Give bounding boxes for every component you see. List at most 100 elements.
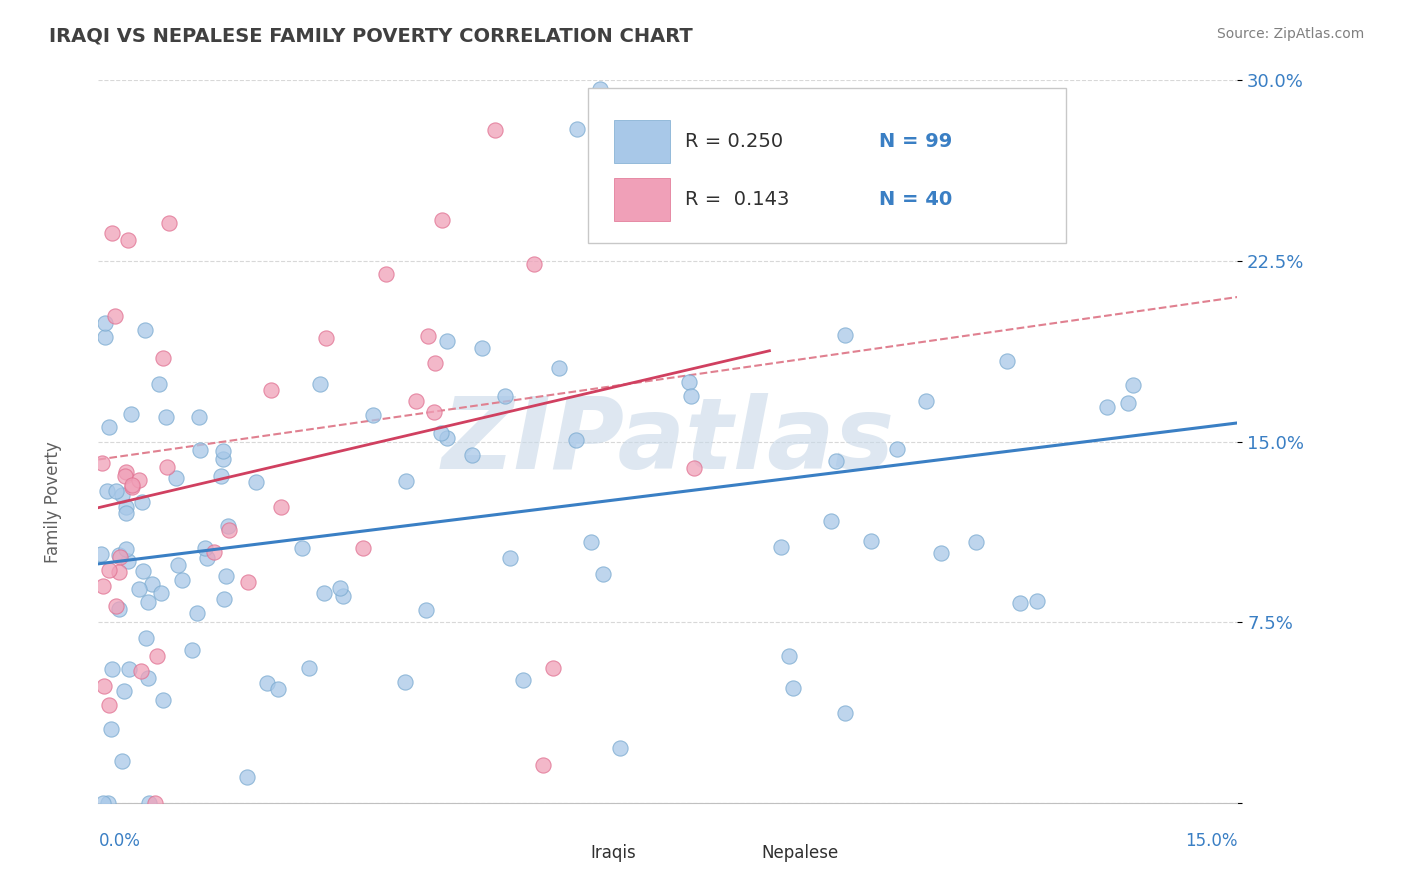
Point	[405, 393, 427, 408]
Point	[860, 533, 883, 548]
Point	[152, 692, 174, 706]
Point	[329, 581, 352, 595]
Point	[588, 82, 610, 96]
Point	[94, 330, 117, 344]
Point	[416, 329, 439, 343]
Point	[859, 224, 882, 238]
Point	[1008, 595, 1031, 609]
Point	[187, 409, 209, 424]
Point	[108, 548, 131, 562]
Point	[1026, 594, 1049, 608]
Text: Iraqis: Iraqis	[591, 845, 636, 863]
Point	[141, 577, 163, 591]
Point	[430, 213, 453, 227]
Point	[188, 442, 211, 457]
Point	[90, 547, 112, 561]
Point	[115, 500, 138, 515]
Point	[548, 361, 571, 376]
Point	[886, 442, 908, 457]
Point	[98, 563, 121, 577]
Point	[291, 541, 314, 555]
FancyBboxPatch shape	[614, 178, 671, 221]
Point	[136, 594, 159, 608]
Point	[259, 383, 281, 397]
Point	[834, 706, 856, 720]
FancyBboxPatch shape	[614, 120, 671, 163]
Point	[834, 328, 856, 343]
Point	[118, 662, 141, 676]
Point	[166, 558, 188, 572]
Point	[523, 257, 546, 271]
Point	[186, 606, 208, 620]
Text: Nepalese: Nepalese	[761, 845, 838, 863]
Point	[394, 675, 416, 690]
Point	[929, 545, 952, 559]
Point	[966, 535, 988, 549]
Point	[93, 679, 115, 693]
Point	[256, 676, 278, 690]
Point	[149, 586, 172, 600]
Point	[352, 541, 374, 555]
Point	[115, 506, 138, 520]
Point	[915, 393, 938, 408]
Point	[98, 698, 121, 713]
Point	[212, 451, 235, 466]
Point	[97, 796, 120, 810]
Point	[436, 334, 458, 348]
Point	[592, 566, 614, 581]
Point	[146, 648, 169, 663]
Point	[110, 488, 132, 502]
Point	[579, 535, 602, 549]
Point	[314, 586, 336, 600]
Point	[96, 483, 118, 498]
Point	[429, 425, 451, 440]
Point	[98, 420, 121, 434]
Point	[112, 684, 135, 698]
Point	[238, 575, 260, 590]
FancyBboxPatch shape	[711, 844, 749, 863]
Point	[769, 540, 792, 554]
Point	[108, 549, 131, 564]
Point	[512, 673, 534, 687]
Point	[267, 681, 290, 696]
Point	[101, 226, 124, 240]
Point	[309, 376, 332, 391]
Point	[461, 448, 484, 462]
Point	[543, 661, 565, 675]
Point	[93, 316, 115, 330]
Point	[104, 309, 127, 323]
Point	[332, 589, 354, 603]
Point	[375, 268, 398, 282]
Text: N = 99: N = 99	[879, 132, 952, 152]
Point	[778, 648, 800, 663]
Point	[170, 573, 193, 587]
Text: ZIPatlas: ZIPatlas	[441, 393, 894, 490]
Point	[1095, 401, 1118, 415]
Point	[567, 122, 589, 136]
Text: Family Poverty: Family Poverty	[44, 442, 62, 563]
Point	[609, 740, 631, 755]
Point	[194, 541, 217, 555]
Point	[120, 407, 142, 421]
Point	[782, 681, 804, 695]
Point	[105, 483, 128, 498]
Point	[297, 661, 319, 675]
Point	[101, 662, 124, 676]
Point	[565, 434, 588, 448]
Point	[825, 454, 848, 468]
Point	[152, 351, 174, 365]
Point	[180, 643, 202, 657]
Point	[148, 376, 170, 391]
Point	[1122, 377, 1144, 392]
Point	[121, 477, 143, 491]
Point	[155, 409, 177, 424]
Point	[995, 354, 1018, 368]
Point	[820, 514, 842, 528]
Point	[245, 475, 267, 490]
Point	[494, 389, 516, 403]
Point	[117, 553, 139, 567]
Point	[425, 355, 447, 369]
Point	[484, 123, 506, 137]
Point	[128, 473, 150, 487]
Point	[395, 474, 418, 488]
